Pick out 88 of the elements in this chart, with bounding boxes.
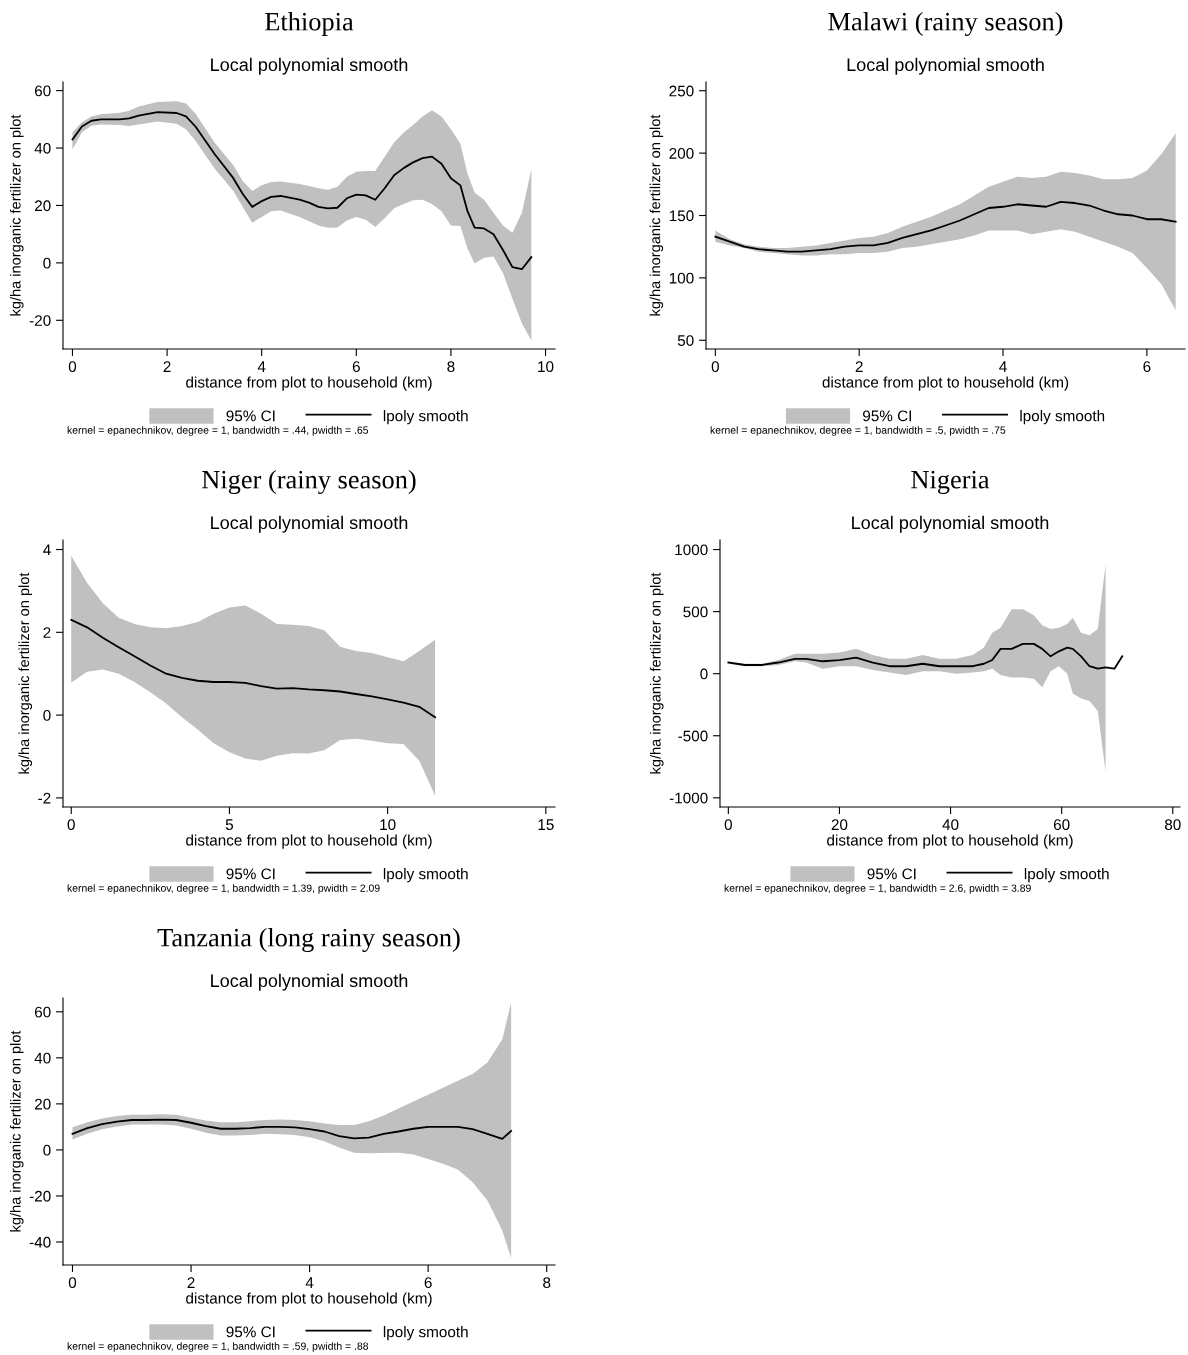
x-tick-label: 4 [305,1277,314,1288]
y-tick-label: 150 [669,210,694,222]
line-series [714,200,1177,253]
y-tick-label: 100 [669,272,694,284]
x-tick-label: 40 [942,819,959,831]
x-axis-title: distance from plot to household (km) [822,376,1069,391]
y-axis-title: kg/ha inorganic fertilizer on plot [18,572,33,774]
y-axis-title: kg/ha inorganic fertilizer on plot [649,114,664,316]
text: 95% CI [226,868,275,880]
chart-title: Tanzania (long rainy season) [157,928,460,952]
y-tick-label: -1000 [669,792,708,804]
y-tick-label: 0 [700,668,708,680]
y-tick-label: 500 [683,606,708,618]
x-tick-label: 4 [999,361,1007,372]
y-tick-label: -2 [38,792,51,804]
chart-subtitle: Local polynomial smooth [852,515,1049,533]
x-axis-title: distance from plot to household (km) [186,1292,432,1307]
legend-label: lpoly smooth [1024,868,1109,883]
x-tick-label: 6 [1143,361,1151,373]
x-tick-label: 15 [538,819,554,831]
x-tick-label: 0 [711,361,719,373]
y-tick-label: -20 [29,1190,51,1202]
y-tick-label: 0 [43,257,51,269]
y-tick-label: 200 [669,147,694,159]
x-tick-label: 20 [831,819,848,831]
y-tick-label: 4 [43,544,51,556]
chart-title: Nigeria [911,470,990,494]
y-tick-label: 0 [43,1144,51,1156]
y-axis-title: kg/ha inorganic fertilizer on plot [9,114,24,316]
y-tick-label: -20 [29,315,51,326]
text: kernel = epanechnikov, degree = 1, bandwidth = .44, pwidth = .65 [67,426,369,436]
chart-subtitle: Local polynomial smooth [847,57,1044,75]
legend-label: lpoly smooth [383,410,468,425]
legend-label: lpoly smooth [1020,410,1105,425]
x-axis-title: distance from plot to household (km) [186,834,432,849]
y-tick-label: 60 [34,85,51,97]
text: kernel = epanechnikov, degree = 1, bandwidth = .59, pwidth = .88 [67,1342,369,1352]
x-tick-label: 4 [257,361,266,372]
y-tick-label: 50 [677,335,694,346]
x-tick-label: 6 [424,1277,432,1289]
y-tick-label: 2 [43,627,51,638]
y-tick-label: 20 [34,1098,51,1110]
text: 95% CI [863,410,911,422]
text: 95% CI [867,868,916,880]
y-tick-label: 20 [34,200,51,212]
y-tick-label: -40 [29,1236,51,1248]
chart-title: Malawi (rainy season) [828,12,1063,36]
y-tick-label: 60 [34,1006,51,1018]
x-axis-title: distance from plot to household (km) [186,376,432,391]
chart-subtitle: Local polynomial smooth [211,515,408,533]
x-tick-label: 2 [187,1277,195,1288]
chart-title: Ethiopia [265,12,354,36]
y-axis-title: kg/ha inorganic fertilizer on plot [9,1030,24,1232]
x-tick-label: 2 [855,361,863,372]
y-tick-label: -500 [678,730,708,742]
x-tick-label: 60 [1053,819,1070,831]
y-tick-label: 0 [43,709,51,721]
chart-subtitle: Local polynomial smooth [211,57,408,75]
x-tick-label: 0 [68,361,77,373]
chart-title: Niger (rainy season) [202,470,416,494]
x-tick-label: 0 [67,819,75,831]
x-tick-label: 8 [447,361,455,373]
x-tick-label: 0 [68,1277,77,1289]
y-tick-label: 40 [34,142,51,154]
y-tick-label: 1000 [675,544,708,556]
y-axis-title: kg/ha inorganic fertilizer on plot [649,572,664,774]
line-series [71,111,533,271]
line-series [70,618,436,719]
x-tick-label: 10 [538,361,554,373]
text: kernel = epanechnikov, degree = 1, bandwidth = 1.39, pwidth = 2.09 [67,884,380,894]
x-tick-label: 8 [543,1277,551,1289]
x-tick-label: 6 [352,361,360,373]
legend-label: lpoly smooth [383,868,468,883]
chart-subtitle: Local polynomial smooth [211,973,408,991]
x-tick-label: 10 [380,819,396,831]
x-tick-label: 2 [163,361,171,372]
text: 95% CI [226,410,275,422]
x-tick-label: 80 [1164,819,1181,831]
y-tick-label: 40 [34,1052,51,1064]
text: kernel = epanechnikov, degree = 1, bandwidth = 2.6, pwidth = 3.89 [724,884,1031,894]
legend-label: lpoly smooth [383,1326,468,1341]
x-tick-label: 5 [225,819,234,831]
x-axis-title: distance from plot to household (km) [827,834,1073,849]
y-tick-label: 250 [669,85,694,97]
line-series [71,1118,513,1140]
text: 95% CI [226,1326,275,1338]
text: kernel = epanechnikov, degree = 1, bandwidth = .5, pwidth = .75 [710,426,1006,436]
x-tick-label: 0 [724,819,732,831]
